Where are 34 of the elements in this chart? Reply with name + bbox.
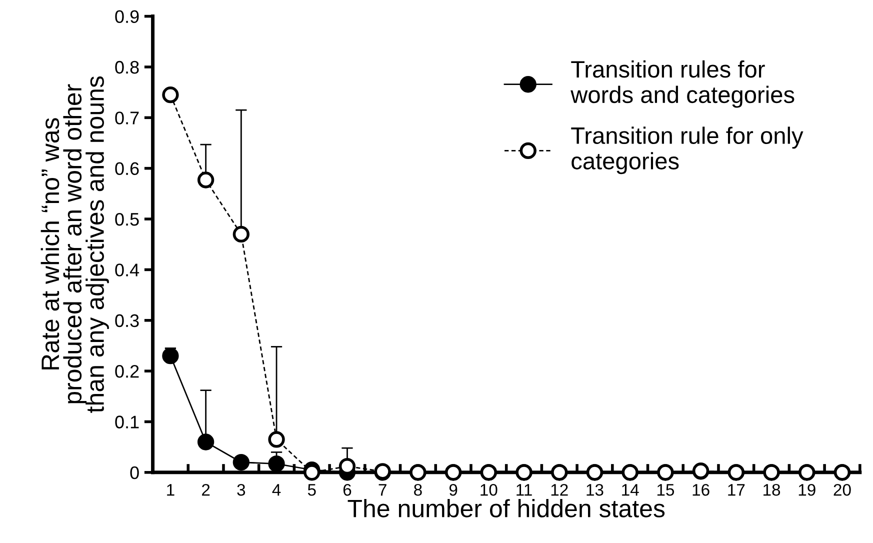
x-tick-label: 10 bbox=[480, 484, 498, 496]
x-tick-label: 1 bbox=[167, 484, 174, 496]
x-axis-title: The number of hidden states bbox=[348, 499, 665, 518]
y-tick-label: 0.4 bbox=[115, 264, 140, 276]
y-tick-label: 0.8 bbox=[115, 60, 139, 74]
y-tick-label: 0.5 bbox=[115, 212, 139, 226]
x-tick-label: 13 bbox=[586, 484, 604, 496]
y-tick-label: 0.7 bbox=[115, 112, 139, 124]
x-tick-label: 19 bbox=[798, 484, 816, 496]
y-axis-title: Rate at which “no” was produced after an word other than any adjectives and nouns bbox=[40, 76, 109, 413]
y-tick-label: 0.1 bbox=[115, 416, 139, 428]
x-tick-label: 2 bbox=[202, 484, 210, 496]
legend-label: Transition rule for only categories bbox=[571, 126, 804, 174]
x-tick-label: 16 bbox=[692, 484, 710, 496]
x-tick-label: 7 bbox=[378, 484, 386, 496]
y-tick-label: 0.6 bbox=[115, 162, 139, 176]
x-tick-label: 8 bbox=[414, 484, 422, 496]
y-tick-label: 0 bbox=[130, 466, 139, 480]
x-tick-label: 15 bbox=[657, 484, 674, 496]
y-tick-label: 0.2 bbox=[115, 364, 139, 378]
x-tick-label: 9 bbox=[449, 484, 458, 496]
y-tick-label: 0.9 bbox=[115, 10, 139, 24]
y-tick-label: 0.3 bbox=[115, 314, 139, 328]
x-tick-label: 20 bbox=[834, 484, 851, 496]
x-tick-label: 11 bbox=[516, 484, 532, 496]
x-tick-label: 6 bbox=[343, 484, 352, 496]
x-tick-label: 5 bbox=[308, 484, 316, 496]
legend-label: Transition rules for words and categories bbox=[570, 60, 794, 108]
x-tick-label: 3 bbox=[237, 484, 246, 496]
x-tick-label: 14 bbox=[622, 484, 639, 496]
x-tick-label: 4 bbox=[272, 484, 281, 496]
x-tick-label: 12 bbox=[551, 484, 568, 496]
x-tick-label: 17 bbox=[728, 484, 745, 496]
x-tick-label: 18 bbox=[764, 484, 780, 496]
